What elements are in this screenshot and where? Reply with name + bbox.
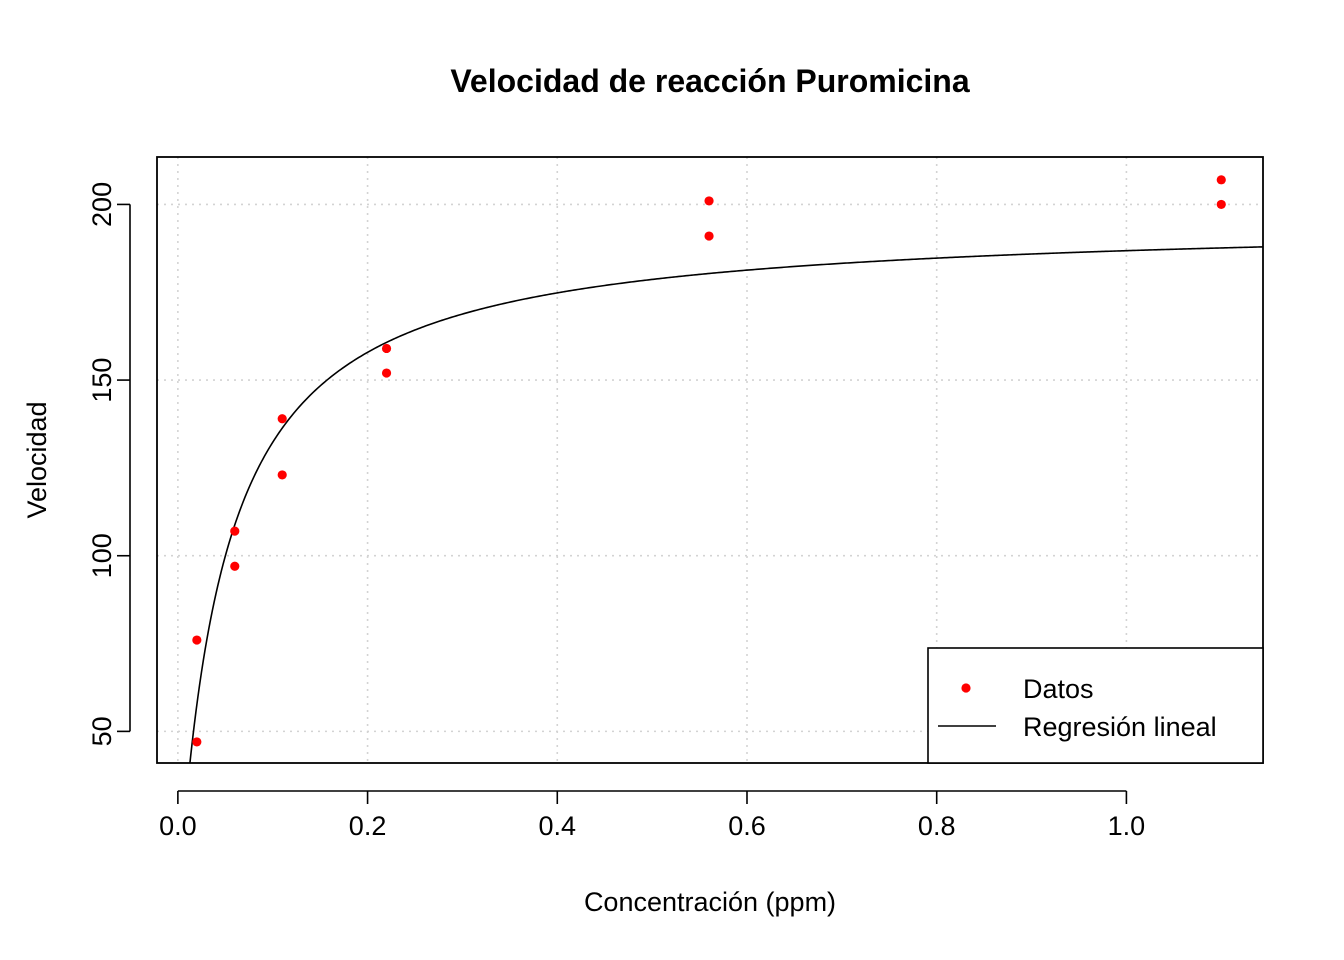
data-points-layer xyxy=(192,175,1226,747)
data-point xyxy=(704,196,714,206)
data-point xyxy=(1216,175,1226,185)
x-axis-label: Concentración (ppm) xyxy=(584,887,836,917)
y-tick-label: 50 xyxy=(87,716,117,746)
regression-curve-layer xyxy=(189,246,1264,764)
y-tick-label: 150 xyxy=(87,358,117,403)
y-tick-label: 100 xyxy=(87,533,117,578)
data-point xyxy=(230,561,240,571)
data-point xyxy=(381,368,392,378)
chart-title: Velocidad de reacción Puromicina xyxy=(450,63,970,99)
plot-border xyxy=(156,156,1264,764)
legend-box xyxy=(927,647,1264,764)
data-point xyxy=(192,635,202,645)
data-point xyxy=(704,231,714,241)
regression-curve xyxy=(189,246,1264,764)
x-tick-label: 0.8 xyxy=(918,811,956,841)
x-tick-label: 0.4 xyxy=(539,811,577,841)
x-tick-label: 0.2 xyxy=(349,811,387,841)
legend: Datos Regresión lineal xyxy=(927,647,1264,764)
data-point xyxy=(277,414,287,424)
axes: 0.0 0.2 0.4 0.6 0.8 1.0 50 100 150 200 xyxy=(87,156,1264,841)
x-tick-label: 1.0 xyxy=(1108,811,1146,841)
x-tick-label: 0.6 xyxy=(728,811,766,841)
data-point xyxy=(277,470,287,480)
data-point xyxy=(1216,199,1226,210)
y-tick-label: 200 xyxy=(87,182,117,227)
x-tick-label: 0.0 xyxy=(159,811,197,841)
data-point xyxy=(381,343,392,354)
legend-label: Regresión lineal xyxy=(1023,712,1217,742)
legend-label: Datos xyxy=(1023,674,1094,704)
legend-point-marker xyxy=(961,683,971,693)
data-point xyxy=(192,737,202,747)
y-axis-label: Velocidad xyxy=(22,401,52,518)
data-point xyxy=(230,526,240,536)
